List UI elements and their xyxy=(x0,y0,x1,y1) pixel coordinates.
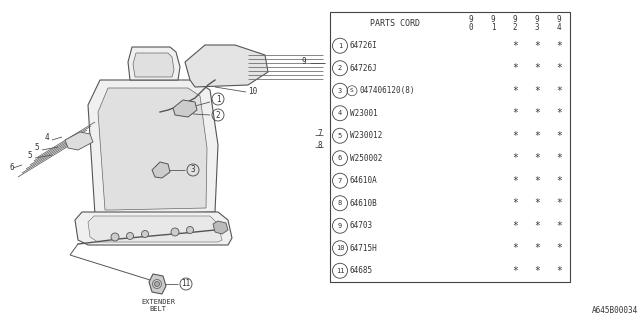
Text: 6: 6 xyxy=(10,164,15,172)
Polygon shape xyxy=(98,88,207,210)
Polygon shape xyxy=(173,100,197,117)
Text: *: * xyxy=(512,153,518,163)
Text: 64685: 64685 xyxy=(350,266,373,275)
Polygon shape xyxy=(133,53,174,77)
Text: *: * xyxy=(556,108,562,118)
Polygon shape xyxy=(213,221,228,234)
Text: 4: 4 xyxy=(44,133,49,142)
Text: *: * xyxy=(556,266,562,276)
Text: *: * xyxy=(534,41,540,51)
Text: 3: 3 xyxy=(191,165,195,174)
Text: 8: 8 xyxy=(338,200,342,206)
Text: 9
2: 9 2 xyxy=(513,15,517,32)
Text: 7: 7 xyxy=(317,129,322,138)
Text: *: * xyxy=(534,266,540,276)
Circle shape xyxy=(154,282,159,286)
Text: 5: 5 xyxy=(35,143,39,153)
Text: *: * xyxy=(534,131,540,141)
Text: *: * xyxy=(534,176,540,186)
Circle shape xyxy=(171,228,179,236)
Polygon shape xyxy=(185,45,268,87)
Text: *: * xyxy=(556,221,562,231)
Polygon shape xyxy=(75,212,232,245)
Text: A645B00034: A645B00034 xyxy=(592,306,638,315)
Circle shape xyxy=(141,230,148,237)
Polygon shape xyxy=(128,47,180,80)
Text: 64610B: 64610B xyxy=(350,199,378,208)
Text: 9: 9 xyxy=(302,57,307,66)
Text: *: * xyxy=(534,243,540,253)
Text: 11: 11 xyxy=(181,279,191,289)
Text: 11: 11 xyxy=(336,268,344,274)
Circle shape xyxy=(111,233,119,241)
Text: 5: 5 xyxy=(338,133,342,139)
Text: W23001: W23001 xyxy=(350,109,378,118)
Text: *: * xyxy=(556,86,562,96)
Text: *: * xyxy=(512,108,518,118)
Text: 5: 5 xyxy=(28,151,32,161)
Text: *: * xyxy=(556,176,562,186)
Text: *: * xyxy=(512,243,518,253)
Text: 64715H: 64715H xyxy=(350,244,378,253)
Text: 7: 7 xyxy=(338,178,342,184)
Text: 10: 10 xyxy=(248,87,257,97)
Text: PARTS CORD: PARTS CORD xyxy=(370,19,420,28)
Text: 8: 8 xyxy=(317,140,322,149)
Text: *: * xyxy=(534,86,540,96)
Text: *: * xyxy=(556,63,562,73)
Text: 64610A: 64610A xyxy=(350,176,378,185)
Text: 3: 3 xyxy=(338,88,342,94)
Text: *: * xyxy=(512,198,518,208)
Text: *: * xyxy=(512,266,518,276)
Polygon shape xyxy=(65,132,93,150)
Text: *: * xyxy=(534,198,540,208)
Text: *: * xyxy=(534,221,540,231)
Text: *: * xyxy=(512,86,518,96)
Text: 047406120(8): 047406120(8) xyxy=(359,86,415,95)
Text: 64726I: 64726I xyxy=(350,41,378,50)
Polygon shape xyxy=(152,162,170,178)
Text: *: * xyxy=(556,198,562,208)
Text: 64703: 64703 xyxy=(350,221,373,230)
Text: 2: 2 xyxy=(338,65,342,71)
Circle shape xyxy=(127,233,134,239)
Text: *: * xyxy=(534,153,540,163)
Text: *: * xyxy=(556,41,562,51)
Text: 6: 6 xyxy=(338,155,342,161)
Text: 9
3: 9 3 xyxy=(534,15,540,32)
Text: 9
1: 9 1 xyxy=(491,15,495,32)
Text: 2: 2 xyxy=(216,110,220,119)
Text: *: * xyxy=(534,108,540,118)
Circle shape xyxy=(186,227,193,234)
Text: *: * xyxy=(512,221,518,231)
FancyBboxPatch shape xyxy=(330,12,570,282)
Text: W230012: W230012 xyxy=(350,131,382,140)
Text: 10: 10 xyxy=(336,245,344,251)
Polygon shape xyxy=(149,274,166,294)
Polygon shape xyxy=(88,80,218,215)
Text: *: * xyxy=(556,131,562,141)
Text: *: * xyxy=(512,41,518,51)
Text: BELT: BELT xyxy=(150,306,166,312)
Text: 9: 9 xyxy=(338,223,342,229)
Text: *: * xyxy=(556,243,562,253)
Text: *: * xyxy=(534,63,540,73)
Text: W250002: W250002 xyxy=(350,154,382,163)
Text: 4: 4 xyxy=(338,110,342,116)
Text: 64726J: 64726J xyxy=(350,64,378,73)
Text: *: * xyxy=(556,153,562,163)
Text: *: * xyxy=(512,176,518,186)
Polygon shape xyxy=(88,216,222,242)
Text: 1: 1 xyxy=(216,94,220,103)
Text: *: * xyxy=(512,131,518,141)
Text: 9
4: 9 4 xyxy=(557,15,561,32)
Text: *: * xyxy=(512,63,518,73)
Text: 1: 1 xyxy=(338,43,342,49)
Text: S: S xyxy=(350,88,354,93)
Text: 9
0: 9 0 xyxy=(468,15,474,32)
Text: EXTENDER: EXTENDER xyxy=(141,299,175,305)
